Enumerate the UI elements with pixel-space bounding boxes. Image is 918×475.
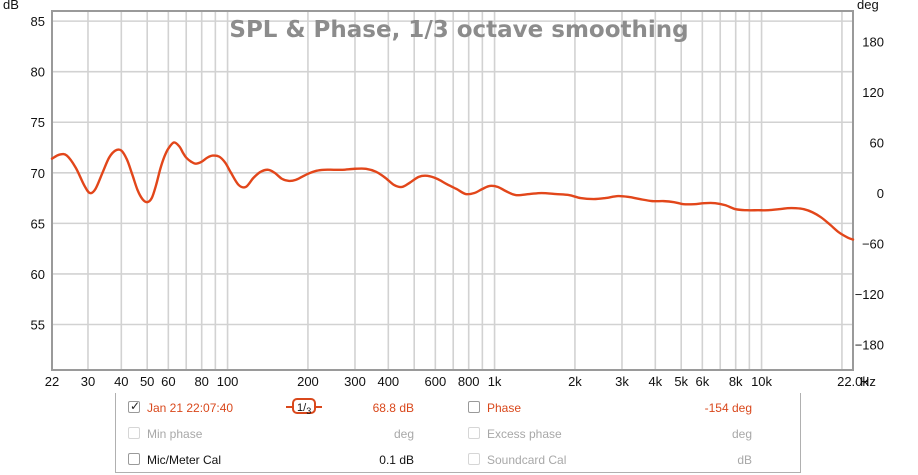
y-tick-label-right: −180: [855, 338, 884, 353]
y-tick-label-left: 55: [31, 317, 45, 332]
y-tick-label-right: −60: [862, 237, 884, 252]
plot-area: [51, 10, 854, 371]
y-tick-label-left: 65: [31, 216, 45, 231]
spl-phase-chart: SPL & Phase, 1/3 octave smoothing dB deg…: [3, 0, 884, 389]
min-phase-label[interactable]: Min phase: [147, 427, 203, 441]
soundcard-cal-value: dB: [737, 453, 752, 467]
x-tick-label: 6k: [695, 374, 709, 389]
y-tick-label-left: 75: [31, 115, 45, 130]
legend-panel: Jan 21 22:07:40 1/3 68.8 dB Phase -154 d…: [115, 393, 801, 473]
x-tick-label: 800: [458, 374, 480, 389]
excess-phase-checkbox[interactable]: [468, 427, 480, 439]
y-tick-label-right: 180: [862, 34, 884, 49]
x-tick-label: 22: [45, 374, 59, 389]
excess-phase-label[interactable]: Excess phase: [487, 427, 562, 441]
x-tick-label: 30: [81, 374, 95, 389]
smoothing-numerator: 1: [297, 402, 304, 414]
phase-label[interactable]: Phase: [487, 401, 522, 415]
spl-value: 68.8 dB: [372, 401, 414, 415]
smoothing-selector[interactable]: 1/3: [285, 398, 323, 417]
y-tick-label-left: 60: [31, 267, 45, 282]
grid-lines: [52, 11, 853, 370]
y-tick-label-right: 60: [870, 135, 884, 150]
x-tick-label: 2k: [568, 374, 582, 389]
x-tick-label: 3k: [615, 374, 629, 389]
mic-cal-label[interactable]: Mic/Meter Cal: [147, 453, 222, 467]
excess-phase-value: deg: [731, 427, 752, 441]
phase-value: -154 deg: [704, 401, 752, 415]
x-tick-label: 10k: [751, 374, 772, 389]
mic-cal-value: 0.1 dB: [379, 453, 414, 467]
x-tick-label: 22.0k: [837, 374, 869, 389]
x-tick-label: 5k: [674, 374, 688, 389]
soundcard-cal-label[interactable]: Soundcard Cal: [487, 453, 567, 467]
x-tick-label: 400: [377, 374, 399, 389]
chart-title: SPL & Phase, 1/3 octave smoothing: [229, 17, 688, 43]
y-tick-label-left: 80: [31, 65, 45, 80]
legend-row-min-phase: Min phase deg Excess phase deg: [116, 423, 800, 443]
x-axis-unit: Hz: [860, 374, 876, 389]
tick-labels: 22 30 40 50 60 80 100 200 300 400 600 800 1k 2k 3k 4k 5k…: [31, 14, 884, 389]
x-tick-label: 8k: [729, 374, 743, 389]
x-tick-label: 80: [194, 374, 208, 389]
x-tick-label: 50: [140, 374, 154, 389]
y-tick-label-left: 70: [31, 166, 45, 181]
right-axis-unit: deg: [857, 0, 879, 12]
series-layer: [50, 141, 855, 241]
phase-checkbox[interactable]: [468, 401, 480, 413]
y-tick-label-right: 120: [862, 85, 884, 100]
x-tick-label: 100: [217, 374, 239, 389]
min-phase-checkbox[interactable]: [128, 427, 140, 439]
x-tick-label: 4k: [648, 374, 662, 389]
left-axis-unit: dB: [3, 0, 19, 12]
x-tick-label: 40: [114, 374, 128, 389]
mic-cal-checkbox[interactable]: [128, 453, 140, 465]
y-tick-label-right: −120: [855, 287, 884, 302]
x-tick-label: 1k: [488, 374, 502, 389]
soundcard-cal-checkbox[interactable]: [468, 453, 480, 465]
y-tick-label-left: 85: [31, 14, 45, 29]
y-tick-label-right: 0: [877, 186, 884, 201]
measurement-label[interactable]: Jan 21 22:07:40: [147, 401, 234, 415]
x-tick-label: 300: [344, 374, 366, 389]
legend-row-calibration: Mic/Meter Cal 0.1 dB Soundcard Cal dB: [116, 449, 800, 469]
x-tick-label: 60: [161, 374, 175, 389]
measurement-checkbox[interactable]: [128, 399, 140, 413]
min-phase-value: deg: [393, 427, 414, 441]
smoothing-denominator: 3: [306, 406, 312, 417]
legend-row-measurement: Jan 21 22:07:40 1/3 68.8 dB Phase -154 d…: [116, 397, 800, 417]
x-tick-label: 600: [424, 374, 446, 389]
x-tick-label: 200: [297, 374, 319, 389]
spl-series-line: [50, 141, 855, 241]
